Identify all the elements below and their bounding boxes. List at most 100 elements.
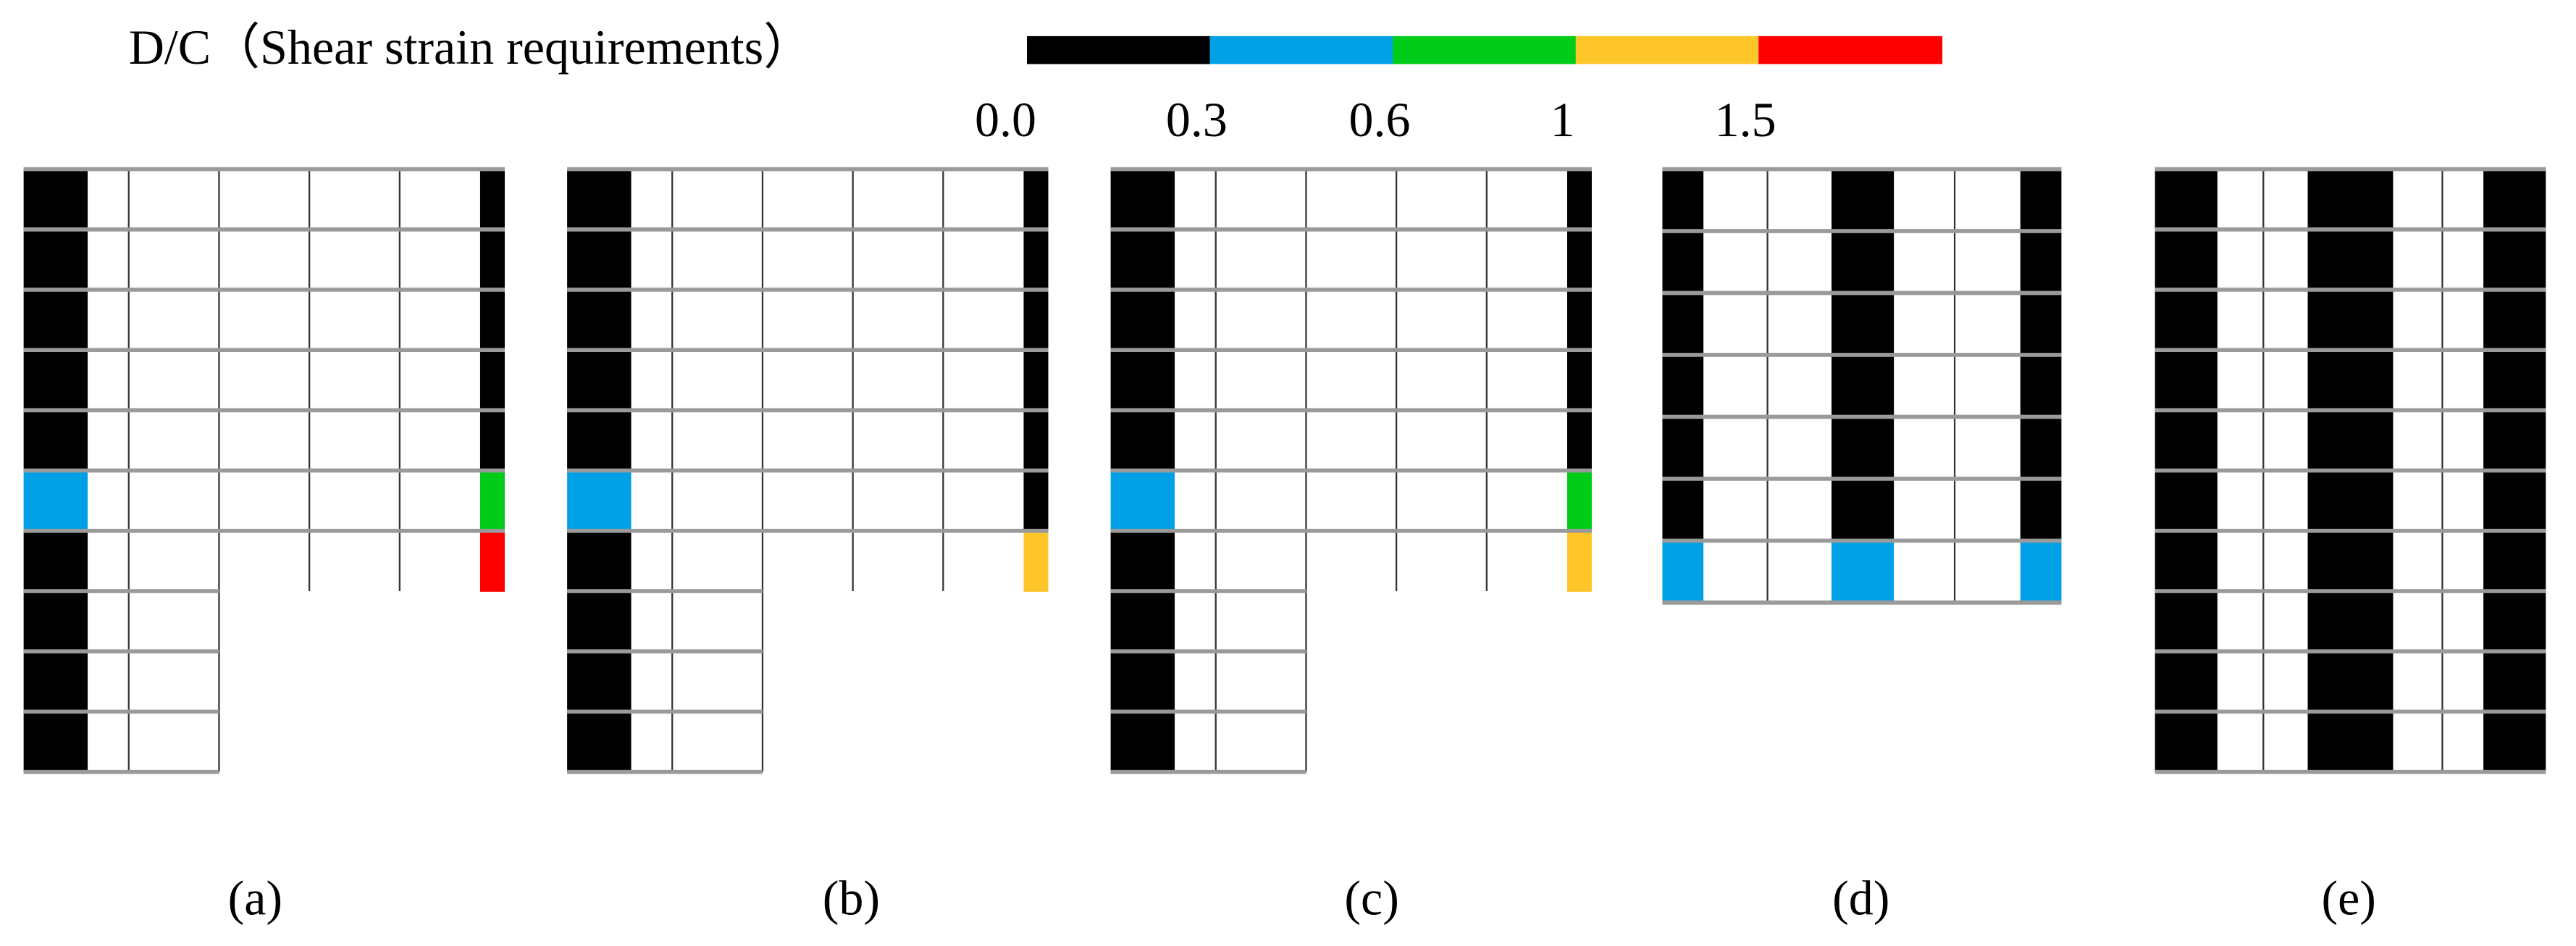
wall-segment (479, 229, 505, 290)
wall-segment (2307, 470, 2394, 532)
wall-segment (1110, 591, 1175, 653)
wall-segment (2483, 229, 2546, 290)
wall-segment (1831, 354, 1895, 418)
wall-segment (23, 651, 88, 713)
wall-segment (23, 169, 88, 230)
wall-segment (1831, 169, 1895, 232)
legend-label: 1 (1551, 92, 1575, 147)
wall-segment (567, 410, 632, 472)
wall-segment (2307, 530, 2394, 592)
wall-segment (1831, 478, 1895, 542)
wall-segment (2307, 410, 2394, 472)
wall-segment (2483, 711, 2546, 773)
wall-segment (1023, 350, 1049, 411)
wall-segment (1566, 470, 1592, 532)
panel-label: (a) (228, 871, 283, 926)
legend-swatch (1026, 35, 1211, 64)
wall-segment (1110, 169, 1175, 230)
panel-label: (d) (1832, 871, 1889, 926)
wall-segment (1566, 289, 1592, 351)
wall-segment (1662, 417, 1704, 480)
wall-segment (2155, 229, 2218, 290)
wall-segment (2483, 350, 2546, 411)
wall-segment (1110, 530, 1175, 592)
legend-swatch (1575, 35, 1760, 64)
wall-segment (1110, 350, 1175, 411)
wall-segment (1023, 289, 1049, 351)
wall-segment (2483, 530, 2546, 592)
wall-segment (1662, 354, 1704, 418)
panel-label: (b) (823, 871, 880, 926)
wall-segment (1023, 530, 1049, 592)
wall-segment (567, 289, 632, 351)
wall-segment (2155, 169, 2218, 230)
wall-segment (1831, 540, 1895, 603)
wall-segment (2483, 289, 2546, 351)
wall-segment (1110, 229, 1175, 290)
wall-segment (2483, 651, 2546, 713)
wall-segment (1662, 478, 1704, 542)
wall-segment (479, 350, 505, 411)
wall-segment (479, 169, 505, 230)
wall-segment (2483, 169, 2546, 230)
wall-segment (567, 711, 632, 773)
wall-segment (23, 711, 88, 773)
wall-segment (1662, 231, 1704, 294)
wall-segment (567, 470, 632, 532)
wall-segment (1110, 289, 1175, 351)
wall-segment (2020, 354, 2062, 418)
wall-segment (1831, 417, 1895, 480)
wall-segment (567, 169, 632, 230)
wall-segment (567, 229, 632, 290)
wall-segment (2307, 289, 2394, 351)
wall-segment (1831, 293, 1895, 356)
wall-segment (1566, 229, 1592, 290)
wall-segment (2155, 530, 2218, 592)
wall-segment (2307, 651, 2394, 713)
wall-segment (2307, 350, 2394, 411)
wall-segment (1662, 169, 1704, 232)
wall-segment (1566, 530, 1592, 592)
wall-segment (1110, 470, 1175, 532)
wall-segment (2020, 231, 2062, 294)
wall-segment (1662, 540, 1704, 603)
wall-segment (1566, 169, 1592, 230)
wall-segment (1110, 651, 1175, 713)
wall-segment (2020, 169, 2062, 232)
wall-segment (1023, 470, 1049, 532)
wall-segment (2155, 470, 2218, 532)
wall-segment (2020, 478, 2062, 542)
legend-label: 1.5 (1715, 92, 1776, 147)
wall-segment (567, 530, 632, 592)
legend-label: 0.6 (1349, 92, 1411, 147)
wall-segment (23, 350, 88, 411)
wall-segment (23, 229, 88, 290)
wall-segment (479, 530, 505, 592)
wall-segment (1662, 293, 1704, 356)
wall-segment (1831, 231, 1895, 294)
wall-segment (2483, 410, 2546, 472)
legend-swatch (1393, 35, 1577, 64)
wall-segment (2155, 350, 2218, 411)
legend-title: D/C（Shear strain requirements） (129, 20, 813, 75)
wall-segment (479, 410, 505, 472)
wall-segment (2483, 470, 2546, 532)
wall-segment (2155, 591, 2218, 653)
wall-segment (23, 591, 88, 653)
wall-segment (1110, 410, 1175, 472)
wall-segment (23, 289, 88, 351)
wall-segment (2307, 711, 2394, 773)
wall-segment (1566, 410, 1592, 472)
wall-segment (2307, 591, 2394, 653)
wall-segment (1023, 169, 1049, 230)
wall-segment (23, 410, 88, 472)
wall-segment (567, 651, 632, 713)
wall-segment (2155, 289, 2218, 351)
wall-segment (2307, 169, 2394, 230)
wall-segment (2307, 229, 2394, 290)
wall-segment (23, 530, 88, 592)
wall-segment (1023, 410, 1049, 472)
wall-segment (567, 591, 632, 653)
wall-segment (1110, 711, 1175, 773)
wall-segment (2155, 651, 2218, 713)
